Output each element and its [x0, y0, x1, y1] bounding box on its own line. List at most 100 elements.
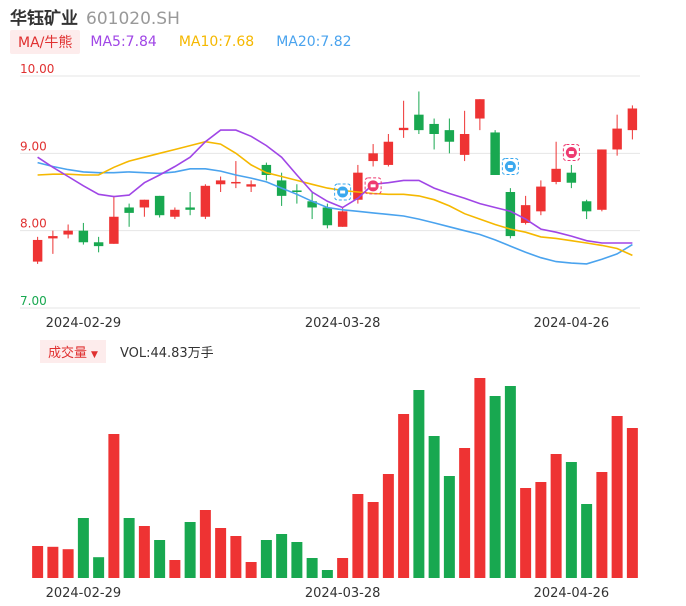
candle-body [307, 201, 317, 208]
volume-bar [215, 528, 227, 578]
stock-name: 华钰矿业 [10, 9, 78, 29]
volume-bar [306, 558, 318, 578]
volume-legend: 成交量 ▼ VOL:44.83万手 [40, 339, 214, 363]
candle-body [109, 216, 119, 244]
bull-signal-icon [334, 183, 352, 201]
volume-bar [47, 546, 59, 578]
caret-down-icon: ▼ [91, 349, 98, 360]
volume-bar [428, 436, 440, 578]
candle-body [215, 180, 226, 185]
candle-body [185, 207, 195, 210]
ma5-legend-item: MA5:7.84 [90, 34, 157, 50]
volume-bar [260, 540, 272, 578]
candle-body [475, 99, 485, 119]
stock-code: 601020.SH [86, 9, 180, 29]
volume-bar [474, 378, 486, 578]
volume-bar [321, 570, 333, 578]
volume-bar [413, 390, 425, 578]
candle-body [139, 199, 150, 208]
candle-body [612, 128, 622, 150]
signal-glyph [370, 184, 376, 188]
ma-legend: MA/牛熊 MA5:7.84 MA10:7.68 MA20:7.82 [10, 30, 352, 54]
volume-bar [581, 504, 593, 578]
volume-bar [93, 557, 105, 578]
volume-bar [504, 386, 516, 578]
volume-x-tick-label: 2024-02-29 [46, 586, 122, 601]
candle-body [368, 153, 378, 162]
volume-bar [276, 534, 288, 578]
candle-body [63, 230, 73, 235]
volume-toggle-label: 成交量 [48, 345, 88, 361]
candle-body [246, 184, 256, 187]
volume-bar [108, 434, 120, 578]
y-tick-label: 8.00 [20, 217, 47, 231]
signal-markers [334, 144, 580, 201]
candle-body [398, 127, 409, 131]
stock-header: 华钰矿业 601020.SH [10, 4, 180, 29]
candle-body [261, 164, 272, 175]
y-tick-label: 9.00 [20, 139, 47, 153]
bull-signal-icon [501, 157, 519, 175]
volume-bar [291, 542, 303, 578]
x-tick-label: 2024-02-29 [46, 316, 122, 331]
volume-bar [154, 540, 166, 578]
volume-bar [352, 494, 364, 578]
candle-body [170, 209, 180, 217]
volume-bar [138, 526, 150, 578]
candle-body [322, 207, 333, 226]
x-tick-label: 2024-04-26 [534, 316, 610, 331]
volume-bar [77, 518, 89, 578]
volume-x-tick-label: 2024-03-28 [305, 586, 381, 601]
volume-bar [337, 558, 349, 578]
candle-body [536, 186, 546, 212]
volume-bar [535, 482, 547, 578]
volume-bars [32, 378, 638, 578]
ma10-legend-item: MA10:7.68 [178, 34, 255, 50]
candle-body [292, 190, 302, 192]
volume-bar [626, 428, 638, 578]
volume-bar [230, 536, 242, 578]
candle-body [124, 207, 134, 213]
candle-body [231, 181, 241, 184]
x-tick-label: 2024-03-28 [305, 316, 381, 331]
candle-body [93, 242, 104, 247]
bear-signal-icon [562, 144, 580, 162]
candle-body [429, 123, 439, 134]
candle-body [337, 211, 348, 227]
date-axis-labels: 2024-02-29 2024-03-28 2024-04-26 [46, 316, 610, 331]
signal-frame [334, 183, 352, 201]
y-tick-label: 10.00 [20, 62, 54, 76]
candle-body [78, 230, 89, 243]
candle-body [566, 172, 577, 183]
signal-frame [562, 144, 580, 162]
ma20-legend-item: MA20:7.82 [276, 34, 352, 50]
volume-x-tick-label: 2024-04-26 [534, 586, 610, 601]
y-tick-label: 7.00 [20, 294, 47, 308]
volume-bar [184, 522, 196, 578]
volume-bar [367, 502, 379, 578]
candlestick-series [32, 91, 638, 264]
volume-bar [398, 414, 410, 578]
candle-body [520, 205, 531, 223]
candle-body [353, 172, 363, 200]
candle-body [383, 141, 394, 165]
volume-bar [123, 518, 135, 578]
candle-body [505, 192, 516, 237]
volume-toggle-button[interactable]: 成交量 ▼ [40, 339, 106, 363]
price-axis-labels: 10.00 9.00 8.00 7.00 [20, 62, 54, 308]
signal-frame [501, 157, 519, 175]
candle-body [48, 236, 58, 239]
volume-bar [62, 549, 74, 578]
signal-glyph [507, 164, 513, 168]
ma-toggle-button[interactable]: MA/牛熊 [10, 30, 81, 54]
volume-date-axis-labels: 2024-02-29 2024-03-28 2024-04-26 [46, 586, 610, 601]
volume-bar [489, 396, 501, 578]
volume-bar [611, 416, 623, 578]
ma5-line [37, 129, 633, 244]
volume-bar [382, 474, 394, 578]
volume-bar [32, 546, 44, 578]
candle-body [597, 149, 607, 210]
volume-bar [520, 488, 532, 578]
candle-body [444, 130, 455, 142]
